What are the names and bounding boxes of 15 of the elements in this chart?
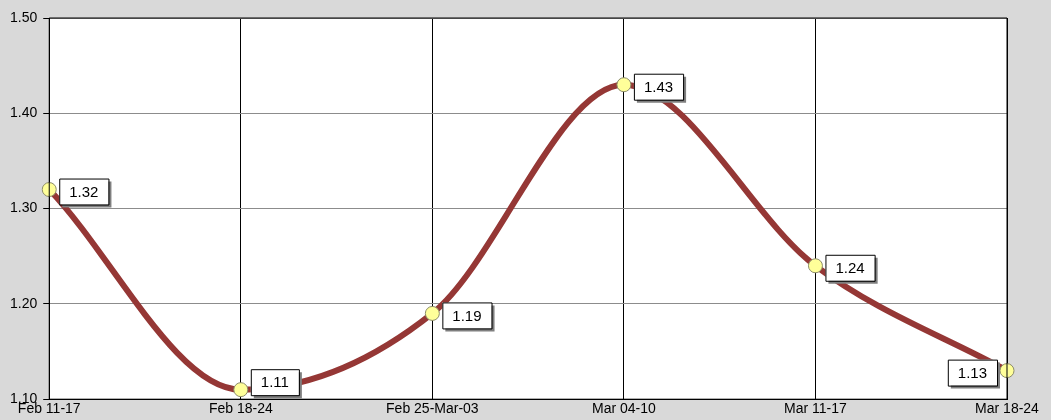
y-tick-label: 1.50 bbox=[10, 8, 38, 25]
data-label: 1.24 bbox=[835, 258, 865, 276]
x-tick-label: Mar 18-24 bbox=[975, 400, 1040, 417]
x-tick-label: Feb 25-Mar-03 bbox=[386, 400, 479, 417]
data-label: 1.32 bbox=[69, 182, 99, 200]
data-label: 1.13 bbox=[957, 363, 988, 381]
y-tick-label: 1.20 bbox=[10, 294, 38, 311]
data-label: 1.43 bbox=[643, 77, 674, 95]
x-tick-label: Mar 11-17 bbox=[784, 400, 848, 417]
x-tick-label: Mar 04-10 bbox=[591, 400, 657, 417]
y-tick-label: 1.30 bbox=[10, 199, 38, 216]
y-tick-label: 1.40 bbox=[10, 104, 38, 121]
x-tick-label: Feb 18-24 bbox=[208, 400, 273, 417]
data-label: 1.19 bbox=[452, 306, 482, 324]
data-label: 1.11 bbox=[260, 373, 289, 391]
